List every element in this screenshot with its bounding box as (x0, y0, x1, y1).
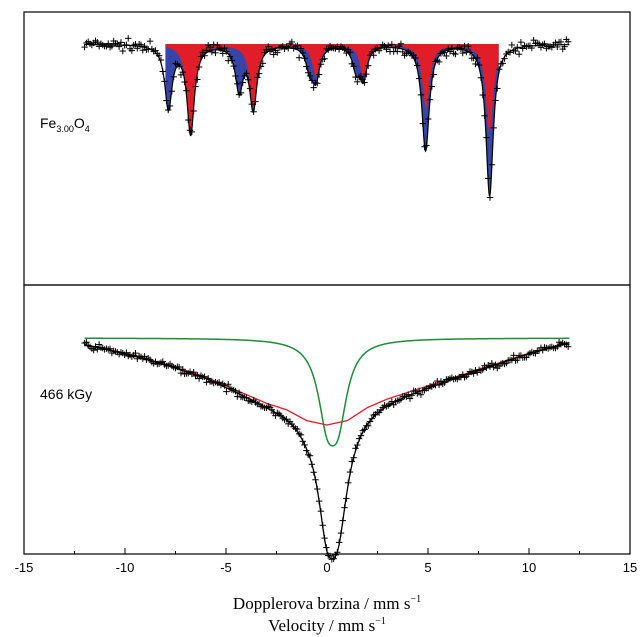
x-tick-label: -5 (220, 560, 232, 575)
blue-subspectrum-area (165, 44, 499, 197)
panel-466kgy: 466 kGy (23, 284, 631, 563)
x-axis-title-line2: Velocity / mm s−1 (268, 616, 386, 635)
x-tick-label: 15 (623, 560, 637, 575)
x-tick-label: 5 (424, 560, 431, 575)
top-subspectra-areas (165, 44, 499, 197)
bottom-panel-frame (23, 284, 631, 555)
x-tick-label: -10 (116, 560, 135, 575)
panel-fe3o4: Fe3.00O4 (23, 11, 631, 286)
x-tick-label: 10 (522, 560, 536, 575)
top-total-fit-line (84, 43, 570, 197)
x-tick-label: -15 (15, 560, 34, 575)
x-axis-ticks: -15 -10 -5 0 5 10 15 (15, 548, 637, 575)
red-subspectrum-area (165, 44, 499, 133)
top-panel-frame (23, 11, 631, 286)
top-panel-label: Fe3.00O4 (40, 115, 90, 134)
bottom-data-points (81, 338, 572, 563)
broad-component-line (84, 341, 570, 426)
x-tick-label: 0 (323, 560, 330, 575)
bottom-total-fit-line (84, 342, 570, 560)
x-axis-title-line1: Dopplerova brzina / mm s−1 (233, 594, 421, 613)
doublet-component-line (84, 337, 570, 447)
bottom-panel-label: 466 kGy (40, 386, 92, 402)
